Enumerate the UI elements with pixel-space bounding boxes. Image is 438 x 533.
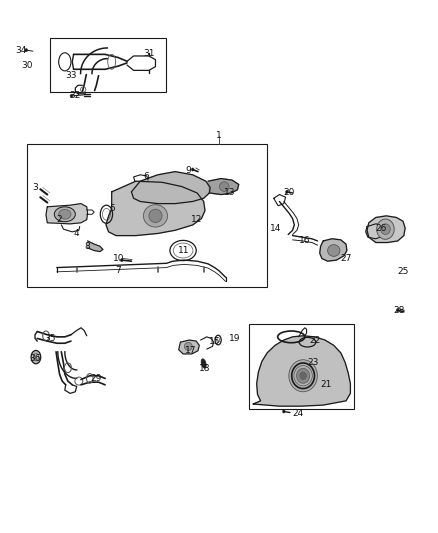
Text: 18: 18 [199,365,211,373]
Polygon shape [367,216,405,243]
Text: 20: 20 [283,189,295,197]
Text: 36: 36 [29,354,41,362]
Circle shape [286,190,288,193]
Text: 11: 11 [178,246,190,255]
Text: 13: 13 [224,189,236,197]
Circle shape [25,49,28,52]
Ellipse shape [201,359,206,368]
Text: 9: 9 [185,166,191,175]
Ellipse shape [297,368,310,383]
Text: 14: 14 [270,224,282,232]
Text: 28: 28 [393,306,404,314]
Polygon shape [366,224,386,239]
Text: 1: 1 [216,132,222,140]
Ellipse shape [143,205,167,227]
Polygon shape [320,239,347,261]
Ellipse shape [289,360,317,392]
Polygon shape [208,179,239,195]
Ellipse shape [328,245,340,256]
Text: 35: 35 [45,334,56,343]
Circle shape [120,259,123,262]
Bar [249,324,354,409]
Ellipse shape [381,224,390,235]
Text: 12: 12 [191,215,203,224]
Circle shape [283,410,285,413]
Ellipse shape [219,182,229,191]
Text: 22: 22 [310,336,321,344]
Text: 2: 2 [57,215,62,224]
Text: 8: 8 [85,242,91,251]
Text: 10: 10 [113,254,124,263]
Text: 17: 17 [185,346,196,355]
Ellipse shape [54,207,75,222]
Text: 16: 16 [299,237,310,245]
Polygon shape [179,340,199,354]
Text: 27: 27 [340,254,352,263]
Text: 21: 21 [321,381,332,389]
Text: 33: 33 [65,71,77,80]
Text: 31: 31 [143,49,155,58]
Polygon shape [106,181,205,236]
Polygon shape [253,336,350,406]
Circle shape [396,309,399,312]
Ellipse shape [377,219,394,239]
Text: 5: 5 [109,205,115,213]
Ellipse shape [31,351,41,364]
Ellipse shape [184,343,192,351]
Circle shape [191,168,194,171]
Bar [50,38,166,92]
Text: 3: 3 [32,183,38,192]
Polygon shape [88,241,103,252]
Text: 4: 4 [74,229,79,238]
Text: 30: 30 [21,61,33,69]
Text: 32: 32 [70,92,81,100]
Text: 19: 19 [229,334,240,343]
Polygon shape [131,172,210,204]
Text: 29: 29 [91,374,102,383]
Text: 6: 6 [144,173,150,181]
Polygon shape [46,204,88,224]
Text: 26: 26 [375,224,387,232]
Bar [27,144,267,287]
Circle shape [70,94,73,98]
Text: 24: 24 [292,409,304,417]
Text: 25: 25 [397,268,409,276]
Ellipse shape [300,372,307,379]
Text: 15: 15 [209,337,220,345]
Text: 7: 7 [115,266,121,275]
Ellipse shape [59,209,71,219]
Text: 23: 23 [307,358,319,367]
Text: 34: 34 [15,46,27,55]
Ellipse shape [149,209,162,223]
